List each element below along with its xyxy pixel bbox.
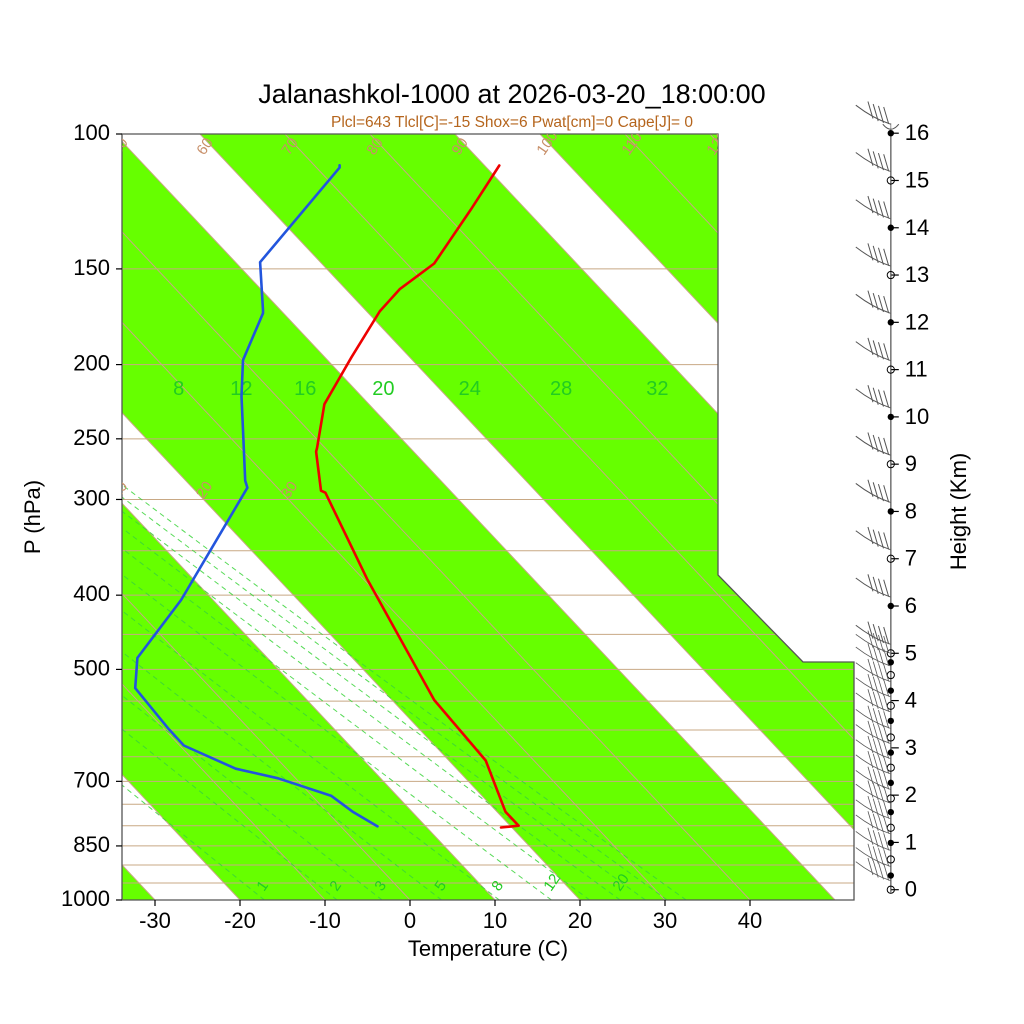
svg-text:10: 10 bbox=[483, 908, 507, 933]
svg-text:100: 100 bbox=[73, 120, 110, 145]
svg-text:7: 7 bbox=[905, 546, 917, 571]
svg-text:16: 16 bbox=[294, 378, 316, 400]
svg-text:12: 12 bbox=[905, 309, 929, 334]
svg-text:24: 24 bbox=[459, 378, 481, 400]
svg-text:700: 700 bbox=[73, 767, 110, 792]
svg-text:Height (Km): Height (Km) bbox=[946, 453, 971, 570]
svg-text:28: 28 bbox=[550, 378, 572, 400]
svg-text:8: 8 bbox=[173, 378, 184, 400]
svg-text:-10: -10 bbox=[309, 908, 341, 933]
svg-text:400: 400 bbox=[73, 581, 110, 606]
svg-text:Jalanashkol-1000 at 2026-03-20: Jalanashkol-1000 at 2026-03-20_18:00:00 bbox=[258, 79, 765, 109]
svg-text:250: 250 bbox=[73, 425, 110, 450]
svg-text:14: 14 bbox=[905, 215, 929, 240]
svg-text:20: 20 bbox=[568, 908, 592, 933]
svg-text:8: 8 bbox=[905, 498, 917, 523]
svg-text:11: 11 bbox=[905, 357, 928, 382]
svg-text:3: 3 bbox=[905, 735, 917, 760]
svg-text:-20: -20 bbox=[224, 908, 256, 933]
svg-text:Temperature (C): Temperature (C) bbox=[408, 936, 568, 961]
svg-text:1: 1 bbox=[905, 829, 917, 854]
svg-text:200: 200 bbox=[73, 351, 110, 376]
svg-text:5: 5 bbox=[905, 640, 917, 665]
svg-text:6: 6 bbox=[905, 593, 917, 618]
svg-text:10: 10 bbox=[905, 404, 929, 429]
svg-text:16: 16 bbox=[905, 120, 929, 145]
svg-text:850: 850 bbox=[73, 832, 110, 857]
svg-text:20: 20 bbox=[372, 378, 394, 400]
svg-text:30: 30 bbox=[653, 908, 677, 933]
svg-text:15: 15 bbox=[905, 167, 929, 192]
svg-text:32: 32 bbox=[646, 378, 668, 400]
svg-text:300: 300 bbox=[73, 485, 110, 510]
svg-text:P (hPa): P (hPa) bbox=[20, 480, 45, 554]
svg-text:150: 150 bbox=[73, 255, 110, 280]
svg-text:9: 9 bbox=[905, 451, 917, 476]
svg-text:0: 0 bbox=[404, 908, 416, 933]
svg-text:40: 40 bbox=[738, 908, 762, 933]
svg-text:500: 500 bbox=[73, 655, 110, 680]
svg-text:1000: 1000 bbox=[61, 886, 110, 911]
svg-text:2: 2 bbox=[905, 782, 917, 807]
svg-text:Plcl=643 Tlcl[C]=-15 Shox=6 Pw: Plcl=643 Tlcl[C]=-15 Shox=6 Pwat[cm]=0 C… bbox=[331, 114, 693, 131]
svg-text:-30: -30 bbox=[139, 908, 171, 933]
svg-text:13: 13 bbox=[905, 262, 929, 287]
svg-text:4: 4 bbox=[905, 688, 917, 713]
svg-text:0: 0 bbox=[905, 877, 917, 902]
